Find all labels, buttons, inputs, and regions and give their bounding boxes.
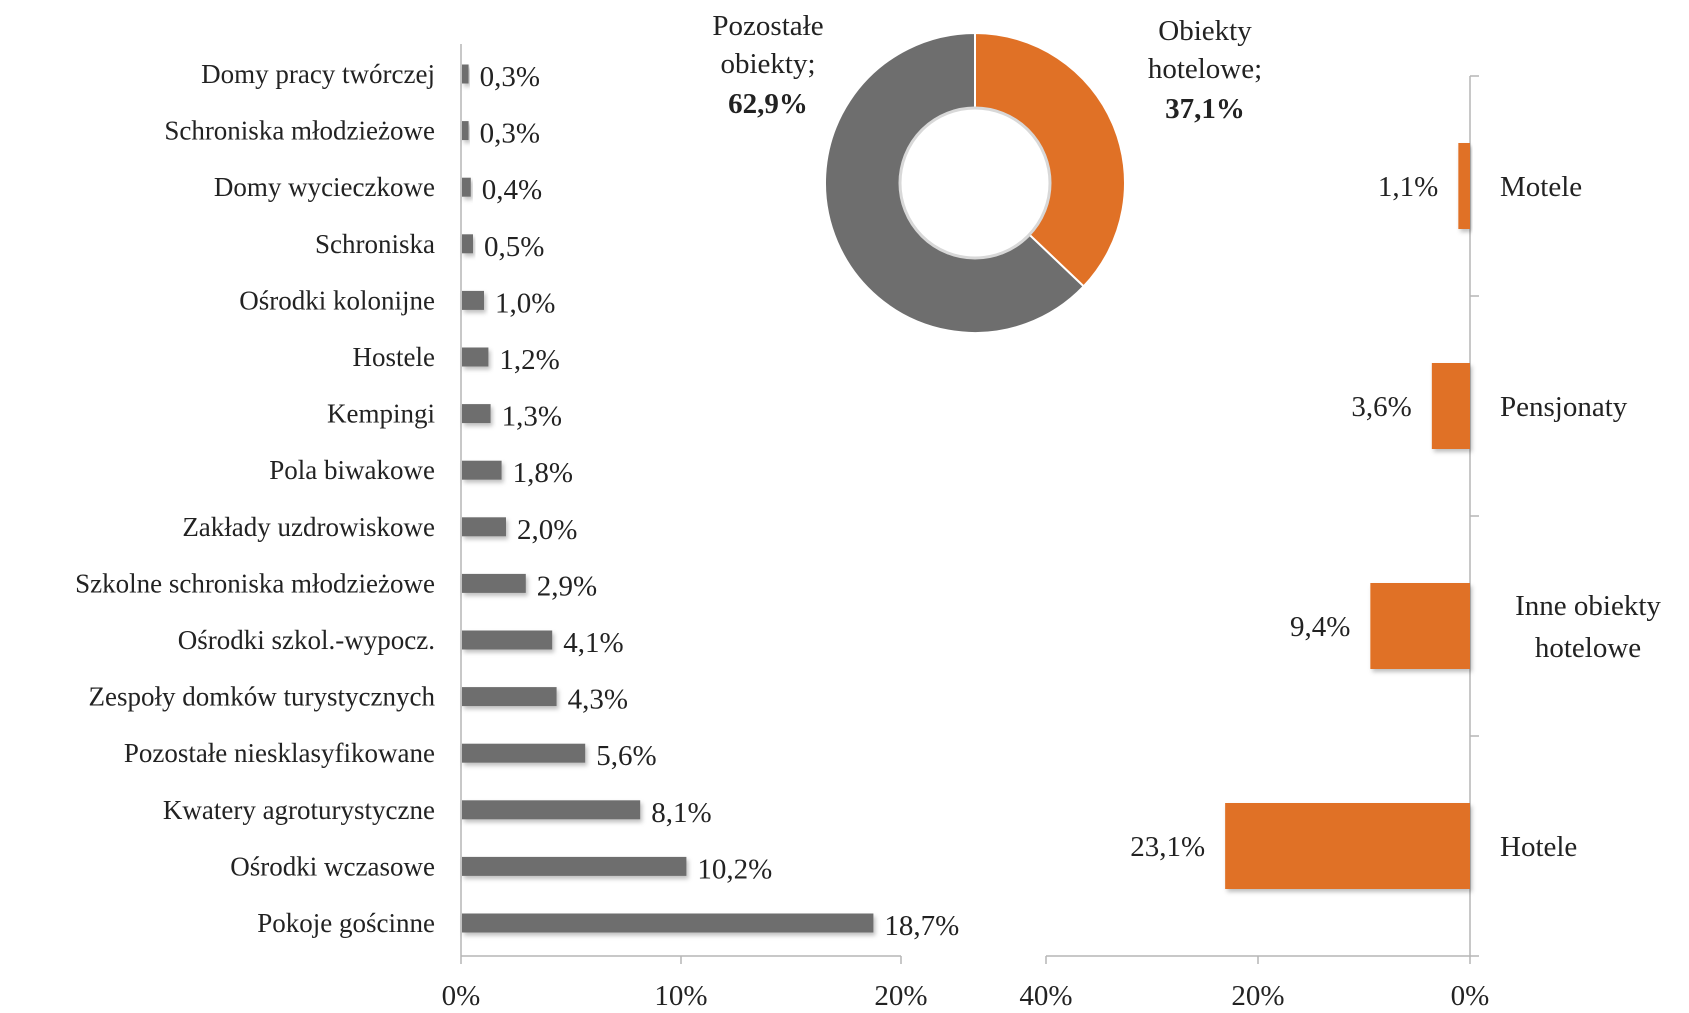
donut-hole-ring — [898, 106, 1052, 260]
left-value-label-0: 0,3% — [480, 61, 540, 93]
right-category-label-2-0: Inne obiekty — [1515, 590, 1661, 622]
left-bar-10 — [462, 630, 553, 650]
right-value-label-0: 1,1% — [1378, 171, 1438, 203]
left-value-label-14: 10,2% — [697, 853, 772, 885]
right-bar-chart: 40% 20% 0% 1,1% Motele 3,6% Pensjonaty 9,4% Inne… — [1019, 75, 1661, 1012]
left-category-label-15: Pokoje gościnne — [257, 908, 435, 938]
right-bar-0 — [1458, 143, 1470, 229]
right-category-label-3-0: Hotele — [1500, 831, 1577, 863]
donut-value-label-1: 62,9% — [728, 88, 808, 120]
left-value-label-9: 2,9% — [537, 570, 597, 602]
left-bar-4 — [462, 290, 484, 310]
donut-label-line2-0: hotelowe; — [1148, 53, 1262, 85]
donut-label-line1-0: Obiekty — [1158, 15, 1252, 47]
left-category-label-6: Kempingi — [327, 399, 435, 429]
left-bar-3 — [462, 234, 473, 254]
left-bar-6 — [462, 404, 491, 424]
left-category-label-9: Szkolne schroniska młodzieżowe — [75, 568, 435, 598]
left-category-label-11: Zespoły domków turystycznych — [89, 682, 436, 712]
left-x-tick-label-0: 0% — [442, 980, 481, 1012]
left-value-label-15: 18,7% — [884, 910, 959, 942]
left-category-label-8: Zakłady uzdrowiskowe — [182, 512, 435, 542]
left-category-label-13: Kwatery agroturystyczne — [163, 795, 435, 825]
left-category-label-3: Schroniska — [315, 229, 435, 259]
left-value-label-5: 1,2% — [499, 344, 559, 376]
left-bar-12 — [462, 743, 586, 763]
left-value-label-11: 4,3% — [568, 684, 628, 716]
left-value-label-13: 8,1% — [651, 797, 711, 829]
right-bar-2 — [1370, 583, 1470, 669]
donut-label-line2-1: obiekty; — [720, 48, 815, 80]
left-category-label-2: Domy wycieczkowe — [214, 172, 435, 202]
left-bar-0 — [462, 64, 469, 84]
donut-chart: Obiekty hotelowe; 37,1% Pozostałe obiekty; 62… — [712, 10, 1262, 334]
left-bar-15 — [462, 913, 874, 933]
right-x-tick-label-0: 40% — [1019, 980, 1072, 1012]
left-value-label-12: 5,6% — [596, 740, 656, 772]
left-bar-8 — [462, 517, 506, 537]
left-category-label-5: Hostele — [353, 342, 435, 372]
right-value-label-2: 9,4% — [1290, 611, 1350, 643]
left-bar-1 — [462, 121, 469, 141]
left-bar-7 — [462, 460, 502, 480]
left-value-label-3: 0,5% — [484, 231, 544, 263]
left-bar-9 — [462, 573, 526, 593]
right-category-label-0-0: Motele — [1500, 171, 1582, 203]
left-x-tick-label-1: 10% — [654, 980, 707, 1012]
donut-slice-0 — [974, 31, 1126, 288]
left-category-label-7: Pola biwakowe — [269, 455, 435, 485]
left-bar-13 — [462, 800, 641, 820]
right-category-label-1-0: Pensjonaty — [1500, 391, 1628, 423]
left-value-label-7: 1,8% — [513, 457, 573, 489]
right-x-tick-label-2: 0% — [1451, 980, 1490, 1012]
left-x-tick-label-2: 20% — [874, 980, 927, 1012]
left-value-label-4: 1,0% — [495, 287, 555, 319]
left-category-label-14: Ośrodki wczasowe — [230, 851, 435, 881]
donut-label-line1-1: Pozostałe — [712, 10, 823, 42]
left-bar-11 — [462, 687, 557, 707]
right-bar-3 — [1225, 803, 1470, 889]
left-value-label-1: 0,3% — [480, 118, 540, 150]
left-category-label-0: Domy pracy twórczej — [201, 59, 435, 89]
right-value-label-3: 23,1% — [1130, 831, 1205, 863]
left-value-label-6: 1,3% — [502, 401, 562, 433]
left-category-label-12: Pozostałe niesklasyfikowane — [124, 738, 435, 768]
left-category-label-10: Ośrodki szkol.-wypocz. — [178, 625, 435, 655]
left-bar-14 — [462, 856, 687, 876]
left-value-label-10: 4,1% — [563, 627, 623, 659]
left-bar-2 — [462, 177, 471, 197]
right-bar-1 — [1431, 363, 1470, 449]
left-bar-5 — [462, 347, 489, 367]
left-value-label-2: 0,4% — [482, 174, 542, 206]
right-x-tick-label-1: 20% — [1231, 980, 1284, 1012]
left-category-label-1: Schroniska młodzieżowe — [164, 116, 435, 146]
left-bar-chart: 0% 10% 20% Domy pracy twórczej 0,3% Schronisk… — [75, 44, 959, 1012]
donut-value-label-0: 37,1% — [1165, 93, 1245, 125]
right-category-label-2-1: hotelowe — [1535, 632, 1641, 664]
right-value-label-1: 3,6% — [1351, 391, 1411, 423]
left-category-label-4: Ośrodki kolonijne — [239, 285, 435, 315]
left-value-label-8: 2,0% — [517, 514, 577, 546]
